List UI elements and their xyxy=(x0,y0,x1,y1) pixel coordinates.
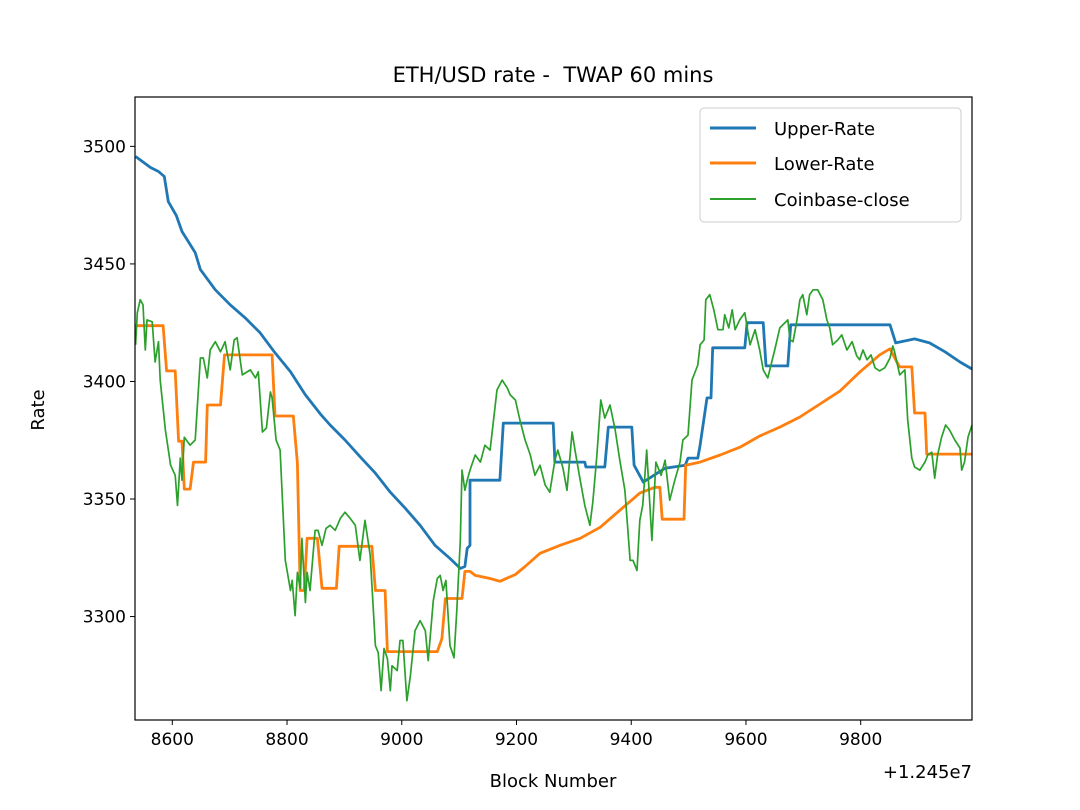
legend: Upper-Rate Lower-Rate Coinbase-close xyxy=(699,107,962,223)
x-axis-label: Block Number xyxy=(490,771,617,792)
x-tick-label: 9400 xyxy=(610,730,653,750)
x-tick-label: 9200 xyxy=(495,730,538,750)
y-axis-label: Rate xyxy=(28,389,49,430)
x-tick-label: 9600 xyxy=(724,730,767,750)
x-tick-label: 8600 xyxy=(151,730,194,750)
x-axis: 8600 8800 9000 9200 9400 9600 9800 xyxy=(151,720,882,750)
legend-box xyxy=(699,107,962,223)
y-tick-label: 3350 xyxy=(83,490,126,510)
y-tick-label: 3500 xyxy=(83,137,126,157)
series-line-coinbase-close xyxy=(134,288,973,702)
legend-label-upper-rate: Upper-Rate xyxy=(774,119,875,140)
x-tick-label: 9800 xyxy=(839,730,882,750)
y-axis: 3300 3350 3400 3450 3500 xyxy=(83,137,135,628)
x-offset-text: +1.245e7 xyxy=(883,762,972,783)
y-tick-label: 3400 xyxy=(83,372,126,392)
x-tick-label: 8800 xyxy=(265,730,308,750)
series-line-upper-rate xyxy=(134,155,973,570)
y-tick-label: 3450 xyxy=(83,255,126,275)
series-line-lower-rate xyxy=(135,324,972,653)
plot-frame xyxy=(134,96,973,721)
y-tick-label: 3300 xyxy=(83,608,126,628)
series-layer xyxy=(134,155,973,702)
legend-label-lower-rate: Lower-Rate xyxy=(774,154,875,175)
legend-label-coinbase-close: Coinbase-close xyxy=(774,190,910,211)
x-tick-label: 9000 xyxy=(380,730,423,750)
chart-title: ETH/USD rate - TWAP 60 mins xyxy=(393,63,714,87)
